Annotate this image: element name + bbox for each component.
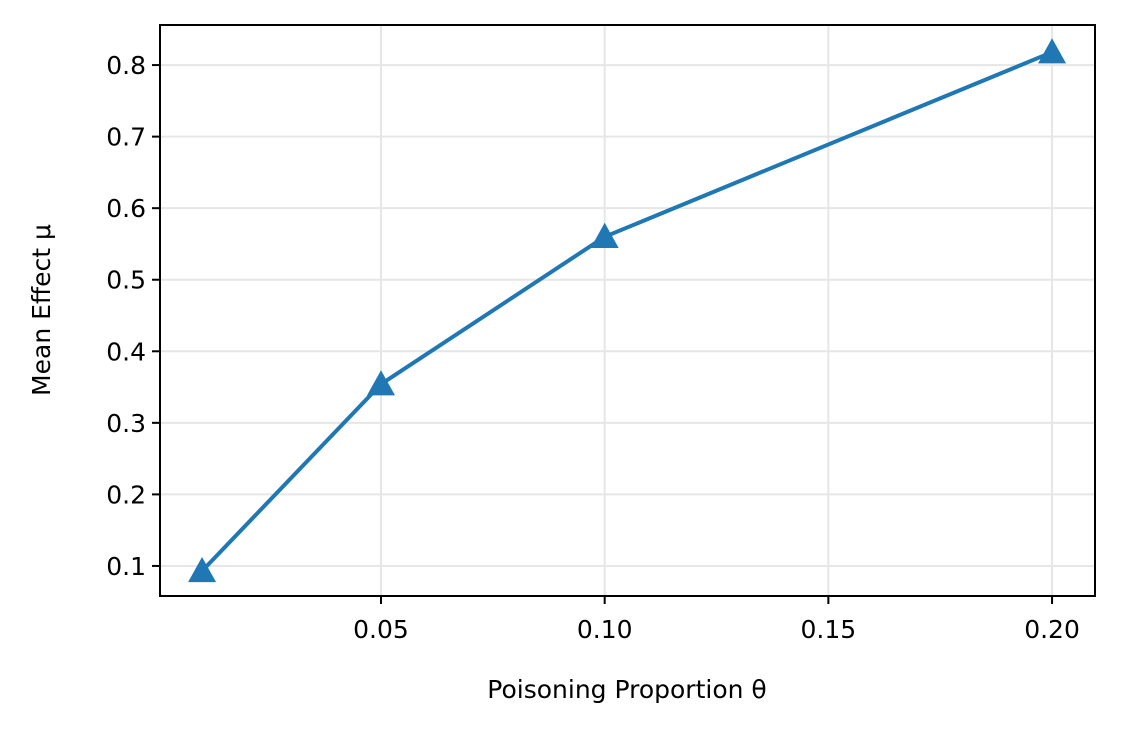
- x-tick-label: 0.15: [801, 615, 857, 644]
- y-tick-label: 0.3: [106, 409, 146, 438]
- y-tick-label: 0.2: [106, 480, 146, 509]
- y-tick-label: 0.7: [106, 123, 146, 152]
- y-tick-label: 0.4: [106, 337, 146, 366]
- line: [200, 50, 1053, 573]
- x-tick-label: 0.10: [577, 615, 633, 644]
- x-tick-label: 0.05: [353, 615, 409, 644]
- y-tick-label: 0.8: [106, 51, 146, 80]
- y-axis-label: Mean Effect μ: [27, 224, 56, 396]
- y-tick-label: 0.5: [106, 266, 146, 295]
- marker: [188, 556, 217, 583]
- x-tick-label: 0.20: [1024, 615, 1080, 644]
- plot-frame: [159, 24, 1096, 597]
- marker: [590, 222, 619, 248]
- y-tick-label: 0.6: [106, 194, 146, 223]
- y-tick-label: 0.1: [106, 552, 146, 581]
- marker: [367, 370, 395, 396]
- x-axis-label: Poisoning Proportion θ: [487, 675, 766, 704]
- marker: [1038, 38, 1067, 64]
